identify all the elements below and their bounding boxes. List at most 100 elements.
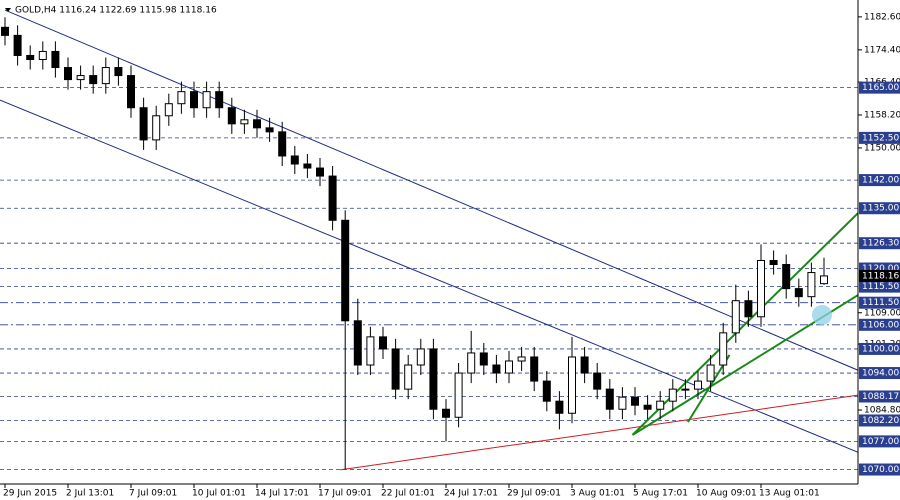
last-price-label: 1118.16 <box>862 271 899 281</box>
candle-body <box>316 167 324 177</box>
candle-body <box>618 396 627 410</box>
candle-body <box>328 175 337 221</box>
x-tick-label: 2 Jul 13:01 <box>66 489 114 499</box>
candle-body <box>1 26 9 36</box>
last-price-box <box>859 269 900 282</box>
candle-body <box>303 163 312 169</box>
level-label: 1165.00 <box>862 83 899 93</box>
y-tick-label: 1158.20 <box>864 110 900 120</box>
level-box <box>859 280 900 293</box>
candle-body <box>152 115 161 141</box>
x-tick-label: 10 Aug 09:01 <box>696 489 757 499</box>
highlight-marker <box>812 305 832 325</box>
candle-body <box>215 91 224 109</box>
trendline <box>687 354 731 423</box>
candle-body <box>706 364 715 382</box>
candle-body <box>605 388 614 410</box>
candle-body <box>807 272 816 298</box>
candle-body <box>580 356 589 374</box>
level-label: 1142.00 <box>862 176 899 186</box>
level-box <box>859 435 900 448</box>
candle-body <box>51 50 60 69</box>
candle-body <box>38 50 47 60</box>
trendline <box>340 394 858 471</box>
x-tick-label: 22 Jul 01:01 <box>381 489 435 499</box>
level-box <box>859 414 900 427</box>
candle-body <box>353 320 362 366</box>
candle-body <box>202 91 211 109</box>
candle-body <box>479 352 488 366</box>
candle-body <box>64 67 72 81</box>
menu-icon[interactable] <box>5 8 11 12</box>
candle-body <box>101 67 110 85</box>
level-label: 1070.00 <box>862 465 899 475</box>
level-box <box>859 174 900 187</box>
candle-body <box>530 356 539 382</box>
level-label: 1106.00 <box>862 320 899 330</box>
candle-body <box>505 360 513 374</box>
candle-body <box>517 356 526 362</box>
level-label: 1088.17 <box>862 392 899 402</box>
candle-body <box>769 259 778 266</box>
candle-body <box>731 300 740 334</box>
x-tick-label: 24 Jul 17:01 <box>444 489 498 499</box>
candle-body <box>13 34 22 56</box>
level-label: 1135.00 <box>862 204 899 214</box>
trendline <box>4 9 858 371</box>
y-tick-label: 1150.00 <box>864 143 900 153</box>
candle-body <box>719 332 728 366</box>
candle-body <box>114 67 123 77</box>
candle-body <box>568 356 576 414</box>
candle-body <box>240 119 249 125</box>
candle-body <box>694 380 702 390</box>
candle-body <box>227 107 236 125</box>
candle-body <box>139 107 148 141</box>
level-box <box>859 237 900 250</box>
candle-body <box>404 364 413 390</box>
candle-body <box>643 404 652 410</box>
x-tick-label: 10 Jul 01:01 <box>192 489 246 499</box>
level-label: 1152.50 <box>862 133 899 143</box>
level-box <box>859 131 900 144</box>
level-box <box>859 202 900 215</box>
candle-body <box>253 119 261 129</box>
level-box <box>859 367 900 380</box>
x-tick-label: 5 Aug 17:01 <box>633 489 688 499</box>
x-tick-label: 29 Jul 09:01 <box>507 489 561 499</box>
level-label: 1111.50 <box>862 298 899 308</box>
y-tick-label: 1109.00 <box>864 308 900 318</box>
candle-body <box>76 75 85 81</box>
level-label: 1100.00 <box>862 344 899 354</box>
x-tick-label: 14 Jul 17:01 <box>255 489 309 499</box>
y-tick-label: 1182.60 <box>864 12 900 22</box>
candle-body <box>794 288 803 298</box>
level-box <box>859 342 900 355</box>
trendline <box>0 99 858 453</box>
level-label: 1094.00 <box>862 369 899 379</box>
x-tick-label: 13 Aug 01:01 <box>759 489 820 499</box>
candle-body <box>164 103 173 117</box>
candle-body <box>89 75 98 85</box>
candle-body <box>454 372 463 418</box>
candle-body <box>379 336 387 350</box>
candle-body <box>265 127 274 133</box>
candle-body <box>391 348 400 390</box>
candle-body <box>631 396 639 406</box>
level-label: 1115.50 <box>862 282 899 292</box>
x-tick-label: 29 Jun 2015 <box>3 489 57 499</box>
candle-body <box>290 155 299 165</box>
level-box <box>859 318 900 331</box>
candle-body <box>177 91 186 105</box>
chart-title: GOLD,H4 1116.24 1122.69 1115.98 1118.16 <box>15 6 217 16</box>
x-tick-label: 3 Aug 01:01 <box>570 489 625 499</box>
level-label: 1077.00 <box>862 437 899 447</box>
candle-body <box>757 259 765 318</box>
level-label: 1082.20 <box>862 416 899 426</box>
candle-body <box>429 348 438 410</box>
candle-body <box>127 75 135 109</box>
level-box <box>859 81 900 94</box>
candle-body <box>668 388 677 402</box>
level-box <box>859 463 900 476</box>
